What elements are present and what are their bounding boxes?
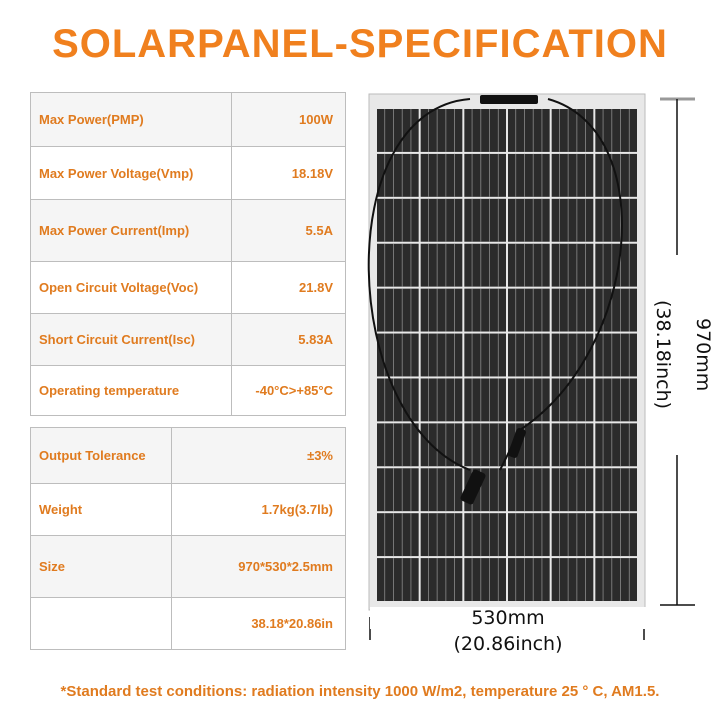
solar-cell — [464, 198, 506, 242]
solar-cell — [377, 558, 419, 601]
table-row: Size 970*530*2.5mm — [30, 535, 346, 598]
solar-cell — [377, 378, 419, 422]
solar-cell — [420, 558, 463, 601]
page-title: SOLARPANEL-SPECIFICATION — [52, 22, 668, 66]
solar-cell — [508, 153, 550, 197]
solar-cell — [420, 468, 463, 512]
solar-cell — [464, 288, 506, 332]
table-row: Operating temperature -40°C>+85°C — [30, 365, 346, 416]
solar-cell — [377, 243, 419, 287]
width-mm-label: 530mm — [370, 607, 646, 629]
solar-cell — [508, 198, 550, 242]
spec-table-electrical: Max Power(PMP) 100W Max Power Voltage(Vmp… — [30, 92, 346, 416]
solar-cell — [377, 288, 419, 332]
solar-cell — [595, 513, 637, 557]
solar-cell — [508, 288, 550, 332]
solar-cell — [464, 153, 506, 197]
connector — [508, 428, 526, 458]
solar-cell — [420, 423, 463, 467]
solar-cell — [551, 109, 594, 152]
cable — [367, 98, 623, 471]
spec-value: 5.83A — [231, 313, 346, 366]
solar-cell — [551, 513, 594, 557]
solar-cell — [508, 243, 550, 287]
table-row: Max Power Current(Imp) 5.5A — [30, 199, 346, 262]
table-row: Weight 1.7kg(3.7lb) — [30, 483, 346, 536]
spec-value: 21.8V — [231, 261, 346, 314]
solar-cell — [551, 243, 594, 287]
solar-cell — [464, 513, 506, 557]
solar-cell — [551, 423, 594, 467]
solar-cell — [551, 378, 594, 422]
solar-cell — [508, 333, 550, 377]
spec-table-physical: Output Tolerance ±3% Weight 1.7kg(3.7lb) S… — [30, 427, 346, 650]
solar-cell — [551, 288, 594, 332]
solar-cell — [464, 423, 506, 467]
spec-label: Open Circuit Voltage(Voc) — [30, 261, 232, 314]
table-row: 38.18*20.86in — [30, 597, 346, 650]
solar-cell — [464, 243, 506, 287]
footnote: *Standard test conditions: radiation int… — [60, 683, 660, 700]
spec-value: ±3% — [171, 427, 346, 484]
table-row: Max Power Voltage(Vmp) 18.18V — [30, 146, 346, 200]
solar-cell — [420, 513, 463, 557]
solar-cell — [464, 378, 506, 422]
spec-value: -40°C>+85°C — [231, 365, 346, 416]
junction-box — [480, 95, 538, 104]
solar-cell — [595, 109, 637, 152]
solar-cell — [551, 558, 594, 601]
spec-value: 970*530*2.5mm — [171, 535, 346, 598]
solar-cell — [551, 468, 594, 512]
solar-cell — [464, 109, 506, 152]
solar-cell — [551, 153, 594, 197]
solar-cell — [377, 333, 419, 377]
solar-cell — [551, 198, 594, 242]
spec-label: Size — [30, 535, 172, 598]
solar-cell — [595, 333, 637, 377]
solar-cell — [595, 558, 637, 601]
height-in-label: (38.18inch) — [652, 300, 674, 410]
connector — [460, 469, 486, 505]
solar-cell — [595, 378, 637, 422]
table-row: Short Circuit Current(Isc) 5.83A — [30, 313, 346, 366]
spec-value: 18.18V — [231, 146, 346, 200]
table-row: Open Circuit Voltage(Voc) 21.8V — [30, 261, 346, 314]
height-mm-label: 970mm — [692, 318, 714, 392]
spec-label: Short Circuit Current(Isc) — [30, 313, 232, 366]
spec-label: Operating temperature — [30, 365, 232, 416]
spec-value: 100W — [231, 92, 346, 147]
solar-cell — [420, 153, 463, 197]
solar-cell — [595, 423, 637, 467]
solar-cell — [508, 109, 550, 152]
solar-cell — [420, 333, 463, 377]
solar-cell — [377, 423, 419, 467]
solar-cell — [377, 468, 419, 512]
solar-cell — [420, 378, 463, 422]
solar-cell — [464, 333, 506, 377]
solar-cell — [595, 468, 637, 512]
spec-label: Max Power Current(Imp) — [30, 199, 232, 262]
solar-cell — [420, 243, 463, 287]
spec-value: 5.5A — [231, 199, 346, 262]
spec-label: Output Tolerance — [30, 427, 172, 484]
solar-cell — [377, 198, 419, 242]
spec-value: 1.7kg(3.7lb) — [171, 483, 346, 536]
spec-label — [30, 597, 172, 650]
solar-cell — [508, 513, 550, 557]
solar-cell — [595, 198, 637, 242]
solar-cell — [420, 198, 463, 242]
width-in-label: (20.86inch) — [453, 633, 563, 655]
spec-value: 38.18*20.86in — [171, 597, 346, 650]
spec-label: Max Power(PMP) — [30, 92, 232, 147]
solar-cell — [508, 468, 550, 512]
solar-cell — [464, 558, 506, 601]
table-row: Max Power(PMP) 100W — [30, 92, 346, 147]
solar-cell — [508, 378, 550, 422]
solar-cell — [420, 288, 463, 332]
solar-cell — [377, 513, 419, 557]
solar-cell — [420, 109, 463, 152]
solar-cell — [508, 558, 550, 601]
table-row: Output Tolerance ±3% — [30, 427, 346, 484]
